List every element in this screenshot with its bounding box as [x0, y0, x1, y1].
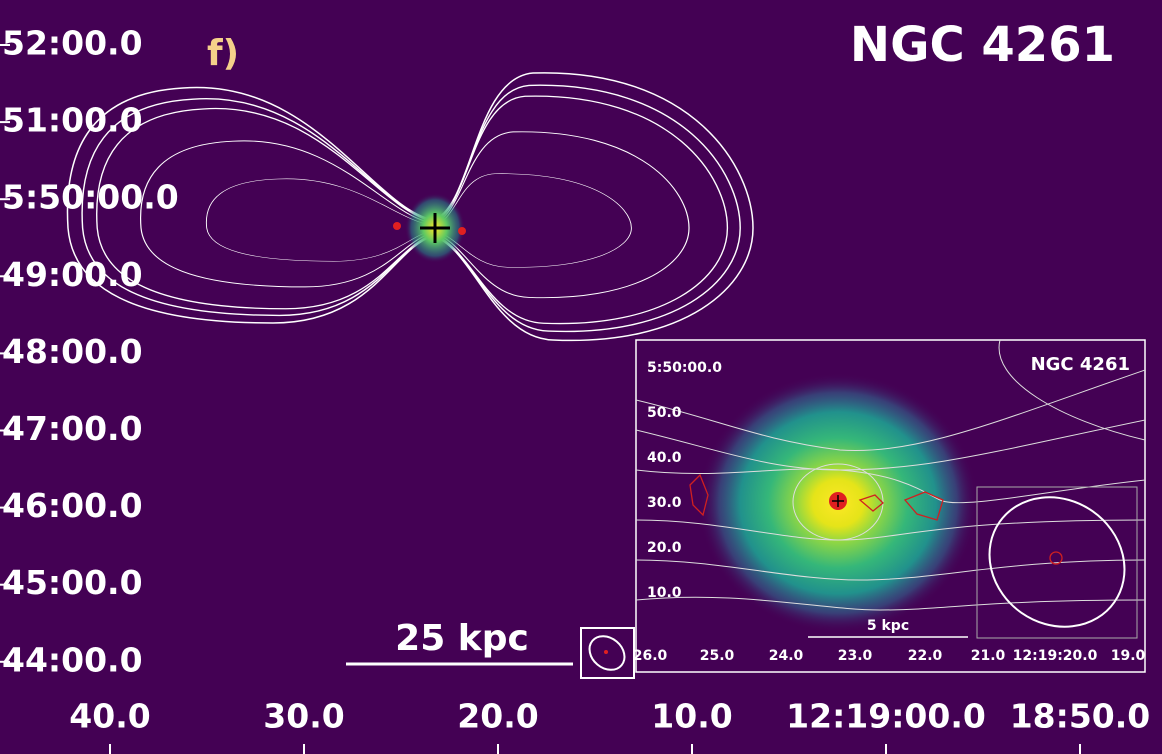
red-contour — [458, 227, 466, 235]
y-tick-label: 51:00.0 — [2, 101, 143, 140]
panel-label: f) — [207, 33, 239, 74]
inset-title: NGC 4261 — [1031, 354, 1130, 375]
inset — [635, 339, 1146, 673]
y-tick-label: 52:00.0 — [2, 24, 143, 63]
inset-x-tick-label: 23.0 — [838, 648, 873, 664]
inset-x-tick-label: 24.0 — [769, 648, 804, 664]
y-tick-label: 46:00.0 — [2, 486, 143, 525]
inset-y-tick-label: 20.0 — [647, 540, 682, 556]
beam — [588, 635, 626, 671]
beam-dot — [604, 650, 608, 654]
red-contour — [393, 222, 401, 230]
scale-bar-label: 25 kpc — [395, 618, 529, 659]
nucleus-marker — [420, 213, 450, 243]
x-tick-label: 18:50.0 — [1010, 697, 1151, 736]
inset-x-tick-label: 22.0 — [908, 648, 943, 664]
inset-y-tick-label: 40.0 — [647, 450, 682, 466]
y-tick-label: 5:50:00.0 — [2, 178, 179, 217]
inset-x-tick-label: 26.0 — [633, 648, 668, 664]
inset-y-tick-label: 50.0 — [647, 405, 682, 421]
x-tick-label: 12:19:00.0 — [786, 697, 986, 736]
x-tick-label: 40.0 — [69, 697, 150, 736]
inset-x-tick-label: 25.0 — [700, 648, 735, 664]
y-tick-label: 44:00.0 — [2, 640, 143, 679]
inset-x-tick-label: 12:19:20.0 — [1013, 648, 1098, 664]
y-tick-label: 49:00.0 — [2, 255, 143, 294]
inset-y-tick-label: 30.0 — [647, 495, 682, 511]
x-tick-label: 10.0 — [651, 697, 732, 736]
beam-box — [580, 627, 635, 679]
inset-x-tick-label: 21.0 — [971, 648, 1006, 664]
title: NGC 4261 — [850, 17, 1115, 73]
inset-scale-bar-label: 5 kpc — [867, 618, 909, 634]
inset-x-tick-label: 19.0 — [1111, 648, 1146, 664]
y-tick-label: 45:00.0 — [2, 563, 143, 602]
x-tick-label: 20.0 — [457, 697, 538, 736]
y-tick-label: 48:00.0 — [2, 332, 143, 371]
x-tick-label: 30.0 — [263, 697, 344, 736]
inset-y-tick-label: 10.0 — [647, 585, 682, 601]
y-tick-label: 47:00.0 — [2, 409, 143, 448]
inset-y-tick-label: 5:50:00.0 — [647, 360, 722, 376]
